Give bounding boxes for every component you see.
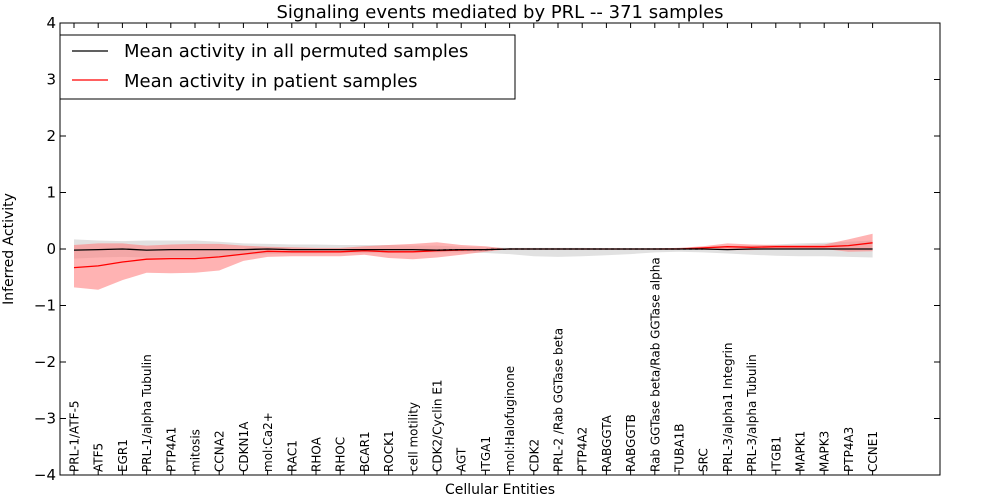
category-label: MAPK3 xyxy=(818,431,832,472)
y-tick-label: 0 xyxy=(46,240,56,258)
y-tick-label: −4 xyxy=(34,466,56,484)
category-label: RHOA xyxy=(310,436,324,472)
category-label: PRL-1/ATF-5 xyxy=(68,400,82,472)
x-axis-ticks xyxy=(73,23,874,475)
category-label: AGT xyxy=(455,447,469,472)
category-label: RHOC xyxy=(334,437,348,472)
category-label: RABGGTB xyxy=(624,414,638,472)
category-label: PRL-1/alpha Tubulin xyxy=(140,354,154,472)
confidence-bands xyxy=(74,233,873,290)
legend-label-patient: Mean activity in patient samples xyxy=(124,71,418,92)
legend-box xyxy=(59,34,516,100)
category-label: BCAR1 xyxy=(358,431,372,472)
category-label: cell motility xyxy=(406,402,420,472)
plot-layers: PRL-1/ATF-5 ATF5 EGR1 PRL-1/alpha Tubulin PT… xyxy=(34,14,941,484)
category-label: ITGB1 xyxy=(769,436,783,472)
category-label: PRL-3/alpha Tubulin xyxy=(745,354,759,472)
category-label: CCNE1 xyxy=(866,431,880,472)
chart-title: Signaling events mediated by PRL -- 371 … xyxy=(276,2,723,23)
x-axis-label: Cellular Entities xyxy=(445,482,555,498)
permuted-mean-line-dashed xyxy=(436,248,704,251)
category-labels: PRL-1/ATF-5 ATF5 EGR1 PRL-1/alpha Tubulin PT… xyxy=(68,257,881,473)
patient-confidence-band xyxy=(74,233,873,290)
category-label: mol:Ca2+ xyxy=(261,412,275,472)
category-label: MAPK1 xyxy=(794,431,808,472)
category-label: EGR1 xyxy=(116,439,130,472)
y-tick-label: 3 xyxy=(46,71,56,89)
category-label: TUBA1B xyxy=(673,424,687,473)
category-label: RABGGTA xyxy=(600,414,614,472)
legend-label-permuted: Mean activity in all permuted samples xyxy=(124,41,468,62)
category-label: PTP4A3 xyxy=(842,427,856,472)
legend: Mean activity in all permuted samples Me… xyxy=(59,34,516,100)
category-label: mitosis xyxy=(189,429,203,472)
category-label: mol:Halofuginone xyxy=(503,366,517,472)
category-label: PTP4A2 xyxy=(576,427,590,472)
category-label: PRL-3/alpha1 Integrin xyxy=(721,343,735,473)
category-label: RAC1 xyxy=(285,440,299,472)
category-label: CDK2 xyxy=(527,439,541,472)
category-label: ITGA1 xyxy=(479,436,493,472)
y-tick-label: −2 xyxy=(34,353,56,371)
category-label: SRC xyxy=(697,448,711,472)
category-label: Rab GGTase beta/Rab GGTase alpha xyxy=(648,257,662,472)
category-label: CCNA2 xyxy=(213,430,227,472)
category-label: CDK2/Cyclin E1 xyxy=(431,379,445,472)
y-axis-ticks: −4 −3 −2 −1 0 1 2 3 4 xyxy=(34,14,940,484)
y-axis-label: Inferred Activity xyxy=(1,193,17,305)
category-label: CDKN1A xyxy=(237,421,251,472)
series-lines xyxy=(73,242,873,269)
category-label: ATF5 xyxy=(92,443,106,472)
y-tick-label: 1 xyxy=(46,184,56,202)
y-tick-label: −1 xyxy=(34,297,56,315)
y-tick-label: 2 xyxy=(46,127,56,145)
y-tick-label: 4 xyxy=(46,14,56,32)
category-label: PRL-2 /Rab GGTase beta xyxy=(552,328,566,472)
category-label: PTP4A1 xyxy=(164,427,178,472)
y-tick-label: −3 xyxy=(34,410,56,428)
category-label: ROCK1 xyxy=(382,430,396,472)
